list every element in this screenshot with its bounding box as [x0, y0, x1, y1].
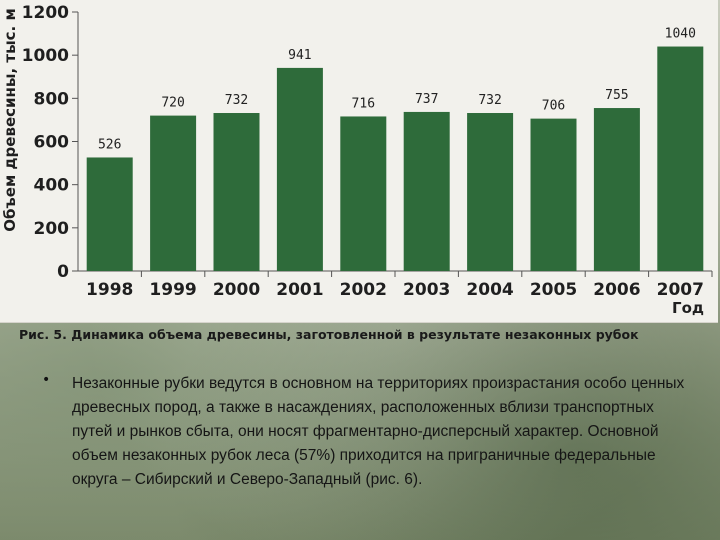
chart-panel: Объем древесины, тыс. м 0 200 400 600 800 100… — [0, 0, 718, 323]
x-tick-label-2005: 2005 — [530, 280, 577, 300]
x-tick-label-2003: 2003 — [403, 280, 450, 300]
y-tick-label: 1200 — [22, 3, 69, 23]
bar-1999 — [150, 115, 197, 271]
x-axis: 1998 1999 2000 2001 2002 2003 2004 2005 2006 2007 — [86, 271, 713, 300]
y-tick-label: 600 — [34, 133, 70, 153]
x-tick-label-2001: 2001 — [276, 280, 323, 300]
bar-2001 — [276, 67, 323, 271]
figure-caption: Рис. 5. Динамика объема древесины, загот… — [19, 327, 639, 342]
data-label-1998: 526 — [98, 137, 121, 152]
y-tick-label: 0 — [57, 262, 69, 282]
data-label-2004: 732 — [478, 93, 501, 108]
bar-2005 — [530, 118, 577, 271]
bullet-marker: • — [42, 372, 51, 388]
data-label-2000: 732 — [225, 93, 248, 108]
data-label-2006: 755 — [605, 88, 628, 103]
x-tick-label-2002: 2002 — [340, 280, 387, 300]
bar-2007 — [657, 46, 704, 272]
y-tick-label: 400 — [34, 176, 70, 196]
bar-2004 — [467, 113, 514, 271]
y-axis-title: Объем древесины, тыс. м — [1, 8, 19, 231]
x-tick-label-2000: 2000 — [213, 280, 260, 300]
y-tick-label: 1000 — [22, 46, 69, 66]
bullet-text: Незаконные рубки ведутся в основном на т… — [72, 375, 685, 488]
bar-2000 — [213, 113, 260, 271]
y-tick-label: 200 — [34, 219, 70, 239]
data-label-2001: 941 — [288, 48, 311, 63]
data-label-2005: 706 — [542, 99, 565, 114]
data-label-2002: 716 — [352, 96, 375, 111]
data-label-2007: 1040 — [665, 27, 696, 42]
x-tick-label-1999: 1999 — [149, 280, 196, 300]
x-tick-label-2007: 2007 — [657, 280, 704, 300]
data-label-2003: 737 — [415, 92, 438, 107]
data-label-1999: 720 — [161, 96, 184, 111]
bar-chart: Объем древесины, тыс. м 0 200 400 600 800 100… — [1, 3, 713, 317]
bar-1998 — [86, 157, 133, 271]
y-tick-label: 800 — [34, 89, 70, 109]
x-tick-label-1998: 1998 — [86, 280, 133, 300]
bar-2003 — [403, 111, 450, 271]
x-tick-label-2006: 2006 — [593, 280, 640, 300]
bar-2006 — [593, 108, 640, 271]
x-axis-title: Год — [672, 299, 704, 317]
bar-2002 — [340, 116, 387, 271]
bars-group: 526 720 732 941 716 737 732 706 755 1040 — [86, 27, 704, 272]
x-tick-label-2004: 2004 — [466, 280, 513, 300]
